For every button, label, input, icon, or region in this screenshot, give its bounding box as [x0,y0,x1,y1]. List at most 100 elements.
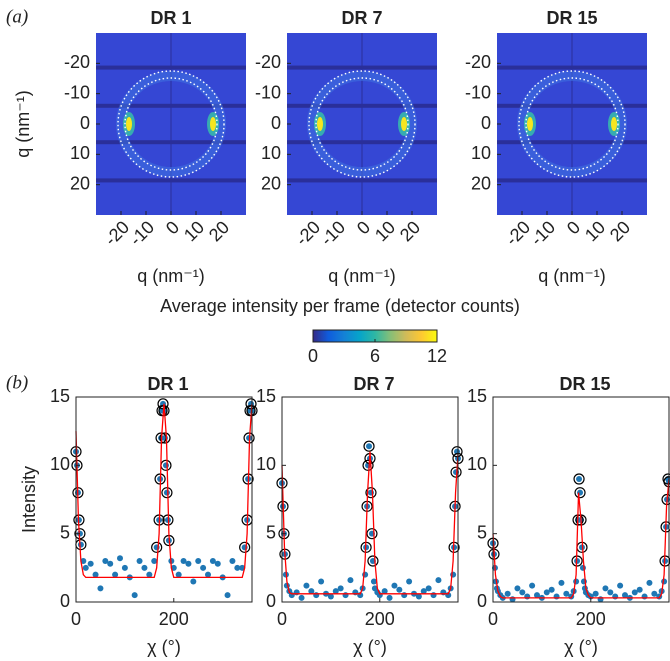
fit-line [281,451,459,595]
chart-title: DR 1 [150,8,191,28]
data-point [190,578,197,585]
axes-frame [75,396,253,603]
peak-core [611,117,617,131]
data-point [80,558,87,564]
data-point [229,558,236,564]
x-tick-label: -10 [126,217,159,250]
data-point [543,589,550,596]
data-point [529,582,536,589]
y-axis-label: Intensity [19,466,39,533]
data-point [131,592,138,599]
y-tick-label: 20 [471,173,491,193]
y-tick-label: -10 [255,82,281,102]
data-point [602,585,609,592]
data-point [151,558,158,564]
y-tick-label: 0 [477,591,487,611]
chart-title: DR 7 [341,8,382,28]
data-point [136,558,143,564]
colorbar-tick-label: 6 [370,346,380,366]
data-point [146,571,153,578]
data-point [563,590,570,597]
data-point [112,571,119,578]
data-point [406,578,413,585]
scatter-halo [307,71,417,177]
y-tick-label: 0 [60,591,70,611]
x-tick-label: 0 [488,609,498,629]
x-tick-label: 200 [365,609,395,629]
data-point [209,558,216,564]
x-axis-label: q (nm⁻¹) [328,266,396,286]
y-tick-label: 5 [266,522,276,542]
y-tick-label: 10 [70,143,90,163]
data-point [234,564,241,571]
y-tick-label: 20 [261,173,281,193]
data-point [641,593,648,600]
data-point [342,592,349,599]
data-point [195,558,202,564]
y-tick-label: 0 [80,113,90,133]
data-point [366,443,373,450]
colorbar-tick-label: 12 [427,346,447,366]
axes-frame [281,396,459,603]
y-tick-label: 0 [266,591,276,611]
peak-core [210,117,216,131]
data-point [558,579,565,586]
data-point [579,564,586,571]
peak-marker [239,541,251,553]
integration-ring [518,70,626,178]
y-axis-label: q (nm⁻¹) [13,90,33,158]
data-point [92,571,99,578]
data-point [308,588,315,595]
integration-ring [525,77,619,171]
y-tick-label: -20 [64,52,90,72]
peak-marker [365,487,377,499]
data-point [332,588,339,595]
data-point [534,592,540,599]
peak-marker [159,432,171,444]
chart-title: DR 1 [147,374,188,394]
y-tick-label: 10 [471,143,491,163]
x-tick-label: 0 [162,217,183,238]
colorbar-title: Average intensity per frame (detector co… [160,296,520,316]
peak-marker [574,487,586,499]
x-tick-label: 200 [159,609,189,629]
x-tick-label: 200 [576,609,606,629]
y-tick-label: 5 [477,522,487,542]
data-point [200,564,207,571]
data-point [82,564,89,571]
data-point [107,560,114,567]
data-point [617,582,624,589]
data-point [509,596,516,603]
data-point [612,593,619,600]
data-point [578,544,585,551]
x-tick-label: 20 [396,217,424,245]
data-point [362,571,369,578]
scatter-halo [517,71,627,177]
data-point [347,577,354,584]
y-tick-label: 0 [481,113,491,133]
panel-label: (a) [6,6,28,27]
x-tick-label: 0 [353,217,374,238]
integration-ring [315,77,409,171]
x-axis-label: q (nm⁻¹) [137,266,205,286]
data-point [141,564,148,571]
y-tick-label: 15 [256,386,276,406]
data-point [318,578,325,585]
y-tick-label: 15 [467,386,487,406]
data-point [430,592,437,599]
data-point [337,585,344,592]
colorbar-tick-label: 0 [308,346,318,366]
y-tick-label: 10 [467,454,487,474]
data-point [607,589,614,596]
data-point [592,590,599,597]
data-point [180,558,187,564]
data-point [102,558,109,564]
data-point [401,592,408,599]
data-point [553,593,560,600]
x-tick-label: -10 [317,217,350,250]
axes-frame [492,396,670,603]
peak-marker [451,446,463,458]
data-point [420,588,427,595]
data-point [370,578,377,585]
